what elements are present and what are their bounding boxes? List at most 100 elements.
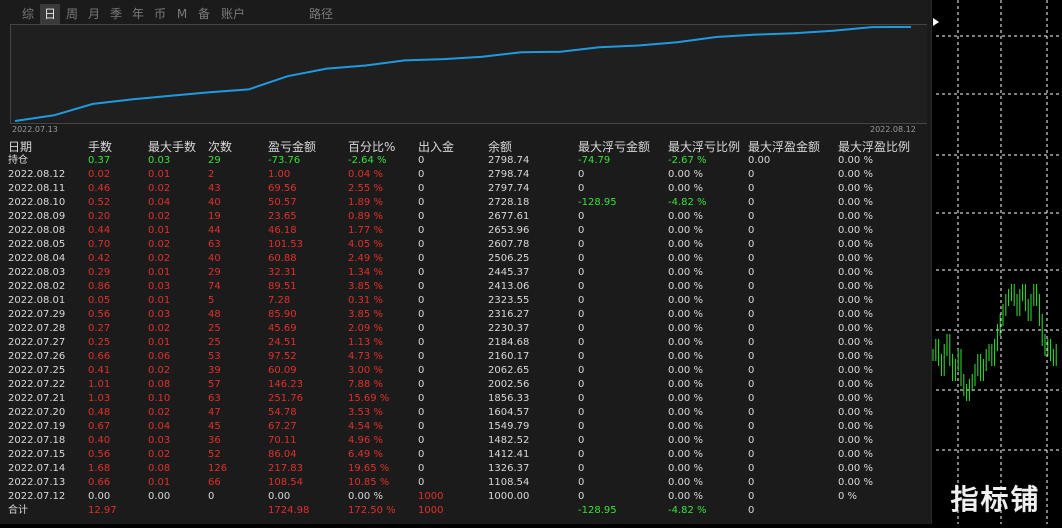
table-row-col-8: 0 <box>578 393 585 404</box>
table-row-col-5: 1.34 % <box>348 267 383 278</box>
table-row-col-11: 0.00 % <box>838 253 873 264</box>
table-row-col-2: 0.01 <box>148 267 171 278</box>
tab-5[interactable]: 年 <box>131 7 144 21</box>
table-row-col-8: 0 <box>578 239 585 250</box>
table-row-col-7: 1856.33 <box>488 393 530 404</box>
table-row-col-4: 24.51 <box>268 337 297 348</box>
table-row-col-2: 0.00 <box>148 491 171 502</box>
table-row-col-1: 0.86 <box>88 281 111 292</box>
price-chart[interactable] <box>930 0 1062 524</box>
table-row-col-7: 2316.27 <box>488 309 530 320</box>
equity-curve-chart <box>10 24 927 124</box>
table-row: 2022.08.10 0.52 0.04 40 50.57 1.89 % 0 2728.18 -… <box>0 196 931 210</box>
table-row-col-10: 0 <box>748 491 755 502</box>
table-row-col-7: 2445.37 <box>488 267 530 278</box>
table-header-col-11: 最大浮盈比例 <box>838 140 911 154</box>
table-row-col-6: 0 <box>418 463 425 474</box>
tab-6[interactable]: 币 <box>153 7 166 21</box>
table-row-col-6: 0 <box>418 295 425 306</box>
table-row-col-9: 0.00 % <box>668 337 703 348</box>
table-row-col-7: 2728.18 <box>488 197 530 208</box>
table-row-col-4: 69.56 <box>268 183 297 194</box>
table-row-col-2: 0.08 <box>148 463 171 474</box>
table-row-col-11: 0.00 % <box>838 407 873 418</box>
table-row-col-11: 0.00 % <box>838 323 873 334</box>
table-row-col-0: 2022.07.28 <box>8 323 66 334</box>
position-row-col-0: 持仓 <box>8 155 28 166</box>
table-row-col-4: 1.00 <box>268 169 291 180</box>
table-row-col-6: 0 <box>418 197 425 208</box>
table-row-col-3: 63 <box>208 239 221 250</box>
table-row-col-6: 0 <box>418 393 425 404</box>
table-row-col-10: 0 <box>748 351 755 362</box>
table-row-col-3: 43 <box>208 183 221 194</box>
table-row-col-9: 0.00 % <box>668 253 703 264</box>
price-chart-svg <box>930 0 1062 524</box>
table-row-col-2: 0.01 <box>148 477 171 488</box>
table-row-col-10: 0 <box>748 407 755 418</box>
table-row-col-4: 251.76 <box>268 393 303 404</box>
equity-start-date: 2022.07.13 <box>12 125 58 134</box>
table-row-col-11: 0.00 % <box>838 281 873 292</box>
table-row-col-2: 0.02 <box>148 449 171 460</box>
table-row-col-11: 0.00 % <box>838 477 873 488</box>
table-row-col-2: 0.08 <box>148 379 171 390</box>
totals-row-col-0: 合计 <box>8 505 28 516</box>
table-row-col-7: 2002.56 <box>488 379 530 390</box>
table-row-col-8: 0 <box>578 435 585 446</box>
table-row-col-9: 0.00 % <box>668 463 703 474</box>
table-row-col-2: 0.10 <box>148 393 171 404</box>
table-header-col-9: 最大浮亏比例 <box>668 140 741 154</box>
tab-7[interactable]: M <box>176 7 188 21</box>
table-row-col-11: 0.00 % <box>838 239 873 250</box>
table-row-col-1: 0.48 <box>88 407 111 418</box>
tab-10[interactable]: 路径 <box>308 7 333 21</box>
table-row-col-0: 2022.08.09 <box>8 211 66 222</box>
table-row-col-8: 0 <box>578 253 585 264</box>
table-row-col-3: 53 <box>208 351 221 362</box>
totals-row-col-10: 0 <box>748 505 755 516</box>
table-row-col-7: 2798.74 <box>488 169 530 180</box>
table-row-col-5: 0.00 % <box>348 491 383 502</box>
table-row-col-2: 0.03 <box>148 281 171 292</box>
position-row-col-9: -2.67 % <box>668 155 707 166</box>
tab-8[interactable]: 备 <box>197 7 210 21</box>
table-row-col-6: 0 <box>418 253 425 264</box>
table-row-col-5: 4.96 % <box>348 435 383 446</box>
table-row-col-8: 0 <box>578 449 585 460</box>
table-row-col-5: 2.49 % <box>348 253 383 264</box>
position-row-col-7: 2798.74 <box>488 155 530 166</box>
table-row-col-1: 0.56 <box>88 309 111 320</box>
table-row-col-10: 0 <box>748 421 755 432</box>
table-row-col-10: 0 <box>748 253 755 264</box>
table-row-col-9: 0.00 % <box>668 211 703 222</box>
tab-2[interactable]: 周 <box>65 7 78 21</box>
table-row-col-9: 0.00 % <box>668 267 703 278</box>
table-row-col-11: 0.00 % <box>838 337 873 348</box>
table-row-col-2: 0.02 <box>148 407 171 418</box>
table-row-col-1: 0.46 <box>88 183 111 194</box>
table-row: 2022.08.03 0.29 0.01 29 32.31 1.34 % 0 2445.37 0… <box>0 266 931 280</box>
table-header-col-0: 日期 <box>8 140 33 154</box>
tab-4[interactable]: 季 <box>109 7 122 21</box>
table-row-col-6: 0 <box>418 365 425 376</box>
table-row-col-11: 0.00 % <box>838 351 873 362</box>
table-row-col-0: 2022.08.04 <box>8 253 66 264</box>
position-row-col-5: -2.64 % <box>348 155 387 166</box>
table-row-col-8: 0 <box>578 309 585 320</box>
table-header-col-2: 最大手数 <box>148 140 197 154</box>
table-row-col-6: 0 <box>418 337 425 348</box>
tab-1[interactable]: 日 <box>40 4 60 24</box>
table-row-col-4: 32.31 <box>268 267 297 278</box>
table-row-col-8: 0 <box>578 295 585 306</box>
table-row-col-2: 0.02 <box>148 183 171 194</box>
table-row-col-6: 0 <box>418 281 425 292</box>
table-row-col-6: 0 <box>418 309 425 320</box>
tab-0[interactable]: 综 <box>21 7 34 21</box>
table-row-col-3: 0 <box>208 491 215 502</box>
table-row-col-4: 60.09 <box>268 365 297 376</box>
tab-9[interactable]: 账户 <box>220 7 245 21</box>
table-row-col-7: 2230.37 <box>488 323 530 334</box>
tab-3[interactable]: 月 <box>87 7 100 21</box>
table-row-col-11: 0.00 % <box>838 169 873 180</box>
